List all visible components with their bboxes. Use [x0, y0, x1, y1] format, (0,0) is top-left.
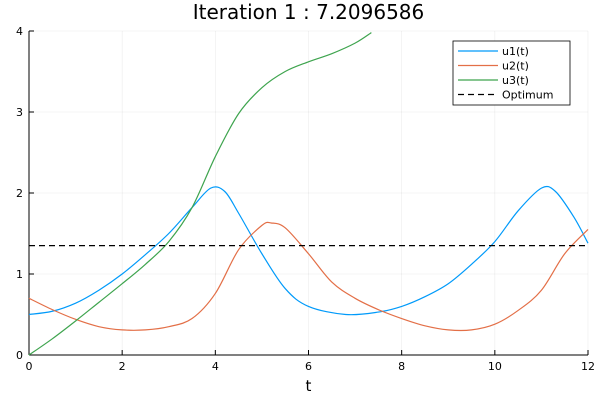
legend-label: u2(t): [502, 60, 529, 73]
legend-label: u1(t): [502, 45, 529, 58]
x-tick-label: 12: [581, 360, 595, 373]
y-tick-label: 3: [16, 106, 23, 119]
legend-label: u3(t): [502, 74, 529, 87]
y-tick-label: 1: [16, 268, 23, 281]
x-tick-label: 10: [488, 360, 502, 373]
series-line-u3-t: [28, 32, 372, 356]
chart-title: Iteration 1 : 7.2096586: [193, 0, 425, 24]
legend: u1(t) u2(t)u3(t) Optimum: [452, 40, 571, 106]
series-layer: [28, 32, 589, 356]
x-axis-label: t: [306, 377, 312, 395]
y-tick-label: 2: [16, 187, 23, 200]
x-tick-label: 6: [305, 360, 312, 373]
series-line-u2-t: [28, 221, 589, 332]
x-tick-label: 0: [26, 360, 33, 373]
x-tick-label: 8: [398, 360, 405, 373]
x-tick-label: 4: [212, 360, 219, 373]
y-tick-label: 4: [16, 25, 23, 38]
y-tick-label: 0: [16, 349, 23, 362]
x-tick-label: 2: [119, 360, 126, 373]
series-line-u1-t: [28, 185, 589, 316]
legend-label: Optimum: [502, 89, 553, 102]
